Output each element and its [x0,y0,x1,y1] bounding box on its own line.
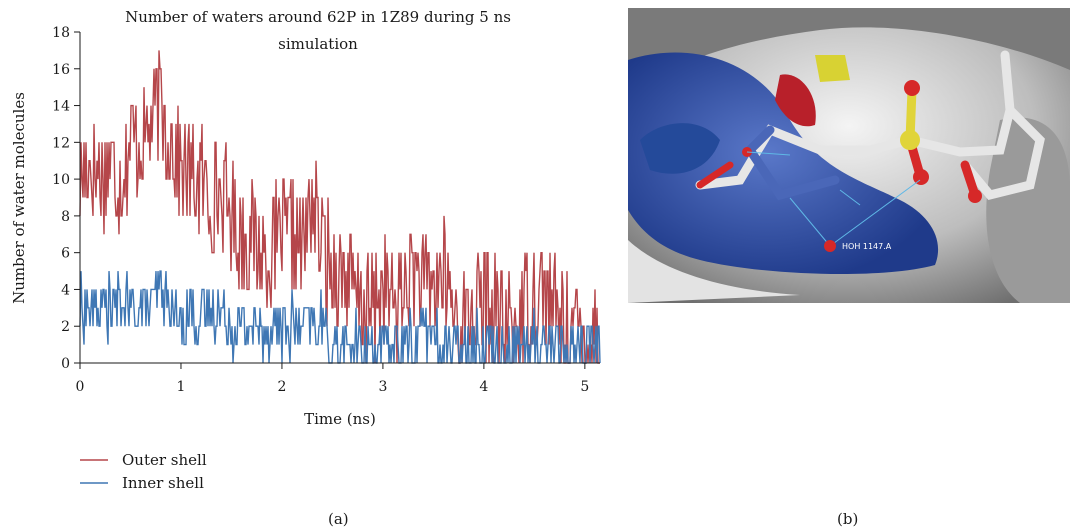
y-tick-label: 2 [61,319,70,335]
surface-shadow-top [628,8,1070,90]
axes-layer [79,32,600,364]
legend: Outer shell Inner shell [80,451,207,492]
water-oxygen-atom [824,240,836,252]
series-layer [79,50,601,364]
oxygen-atom [913,169,929,185]
x-tick-label: 1 [177,379,186,395]
panel-label-a: (a) [328,510,349,528]
panel-label-b: (b) [837,510,859,528]
x-tick-label: 3 [378,379,387,395]
x-axis-title: Time (ns) [304,410,376,428]
hydrogen-bond-lines [746,151,921,247]
x-tick-label: 0 [76,379,85,395]
surface-light-bottom [628,240,800,303]
y-tick-label: 4 [61,282,70,298]
chart-title-line-2: simulation [278,35,358,53]
y-tick-label: 0 [61,356,70,372]
surface-shadow-right [986,117,1070,303]
ligand-sticks [695,50,1045,201]
y-tick-label: 8 [61,209,70,225]
oxygen-atom [904,80,920,96]
y-axis-title: Number of water molecules [10,92,28,304]
legend-label-outer-shell: Outer shell [122,451,207,469]
series-line-outer-shell [79,50,600,364]
blue-surface-region [628,52,939,275]
x-tick-label: 5 [580,379,589,395]
red-surface-patch [775,74,816,127]
chart-title-line-1: Number of waters around 62P in 1Z89 duri… [125,8,511,26]
y-tick-label: 6 [61,246,70,262]
y-tick-label: 12 [52,135,70,151]
blue-surface-dark [640,123,720,174]
y-tick-label: 18 [52,25,70,41]
oxygen-atom [968,189,982,203]
x-tick-label: 2 [277,379,286,395]
x-tick-label: 4 [479,379,488,395]
sulfur-atom [900,130,920,150]
water-label: HOH 1147.A [842,242,892,251]
y-tick-label: 14 [52,99,70,115]
molecular-structure-image: HOH 1147.A [628,8,1070,303]
legend-label-inner-shell: Inner shell [122,474,204,492]
yellow-surface-patch [815,55,850,82]
y-tick-label: 16 [52,62,70,78]
y-tick-label: 10 [52,172,70,188]
